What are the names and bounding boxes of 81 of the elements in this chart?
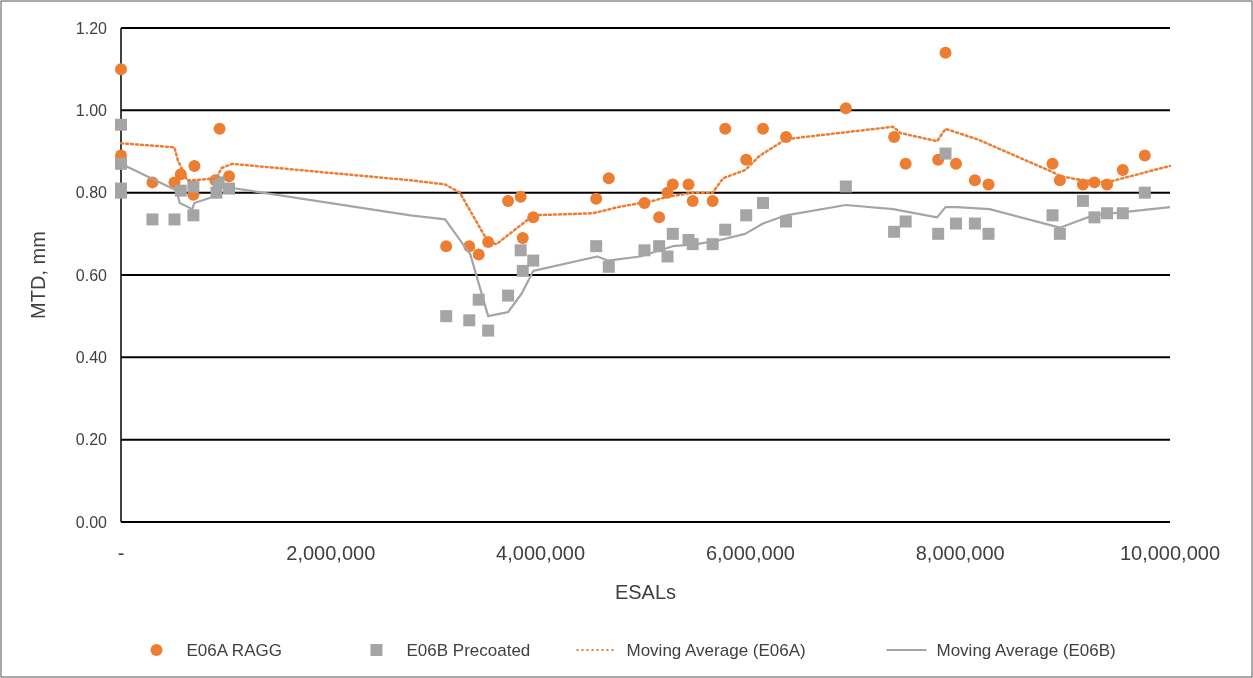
point bbox=[1138, 186, 1151, 199]
x-tick-label: 10,000,000 bbox=[1119, 542, 1221, 564]
point bbox=[740, 153, 753, 166]
point bbox=[899, 157, 912, 170]
point bbox=[719, 223, 732, 236]
point bbox=[888, 131, 901, 144]
point bbox=[899, 215, 912, 228]
x-tick-label: 8,000,000 bbox=[915, 542, 1005, 564]
point bbox=[168, 213, 181, 226]
point bbox=[666, 227, 679, 240]
point bbox=[661, 250, 674, 263]
point bbox=[440, 240, 453, 253]
point bbox=[223, 170, 236, 183]
legend-label: E06B Precoated bbox=[406, 640, 531, 660]
point bbox=[146, 213, 159, 226]
point bbox=[1138, 149, 1151, 162]
point bbox=[982, 227, 995, 240]
point bbox=[740, 209, 753, 222]
point bbox=[514, 244, 527, 257]
point bbox=[968, 217, 981, 230]
point bbox=[888, 225, 901, 238]
y-tick-label: 1.00 bbox=[75, 101, 108, 119]
point bbox=[516, 231, 529, 244]
point bbox=[839, 102, 852, 115]
point bbox=[756, 122, 769, 135]
point bbox=[463, 314, 476, 327]
point bbox=[939, 147, 952, 160]
point bbox=[213, 122, 226, 135]
point bbox=[590, 240, 603, 253]
legend-label: Moving Average (E06A) bbox=[626, 640, 806, 660]
point bbox=[950, 217, 962, 230]
x-tick-label: 4,000,000 bbox=[496, 542, 586, 564]
point bbox=[968, 174, 981, 187]
point bbox=[982, 178, 995, 191]
point bbox=[653, 211, 666, 224]
point bbox=[719, 122, 732, 135]
point bbox=[950, 157, 962, 170]
point bbox=[502, 194, 515, 207]
y-tick-label: 0.00 bbox=[75, 513, 108, 531]
point bbox=[1053, 227, 1066, 240]
point bbox=[188, 159, 201, 172]
y-axis-title: MTD, mm bbox=[27, 231, 49, 319]
point bbox=[839, 180, 852, 193]
point bbox=[666, 178, 679, 191]
y-tick-label: 0.20 bbox=[75, 431, 108, 449]
point bbox=[472, 248, 485, 261]
legend-label: E06A RAGG bbox=[186, 640, 282, 660]
point bbox=[602, 260, 615, 273]
legend-label: Moving Average (E06B) bbox=[936, 640, 1116, 660]
point bbox=[1076, 194, 1089, 207]
point bbox=[115, 63, 127, 76]
point bbox=[932, 227, 945, 240]
point bbox=[590, 192, 603, 205]
point bbox=[602, 172, 615, 185]
point bbox=[187, 209, 200, 222]
point bbox=[516, 264, 529, 277]
y-tick-label: 0.80 bbox=[75, 184, 108, 202]
x-tick-label: - bbox=[117, 542, 125, 564]
point bbox=[1046, 209, 1059, 222]
line-series bbox=[119, 125, 1172, 246]
point bbox=[187, 180, 200, 193]
point bbox=[514, 190, 527, 203]
point bbox=[115, 157, 127, 170]
point bbox=[756, 196, 769, 209]
x-tick-label: 6,000,000 bbox=[705, 542, 795, 564]
x-axis-title: ESALs bbox=[614, 581, 677, 603]
y-tick-label: 1.20 bbox=[75, 19, 108, 37]
point bbox=[939, 46, 952, 59]
point bbox=[482, 324, 495, 337]
point bbox=[686, 194, 699, 207]
point bbox=[440, 310, 453, 323]
x-tick-label: 2,000,000 bbox=[286, 542, 376, 564]
point bbox=[115, 118, 127, 131]
point bbox=[706, 194, 719, 207]
point bbox=[1046, 157, 1059, 170]
point bbox=[502, 289, 515, 302]
y-tick-label: 0.40 bbox=[75, 348, 108, 366]
point bbox=[682, 178, 695, 191]
point bbox=[527, 254, 540, 267]
y-tick-label: 0.60 bbox=[75, 266, 108, 284]
point bbox=[1116, 164, 1129, 177]
